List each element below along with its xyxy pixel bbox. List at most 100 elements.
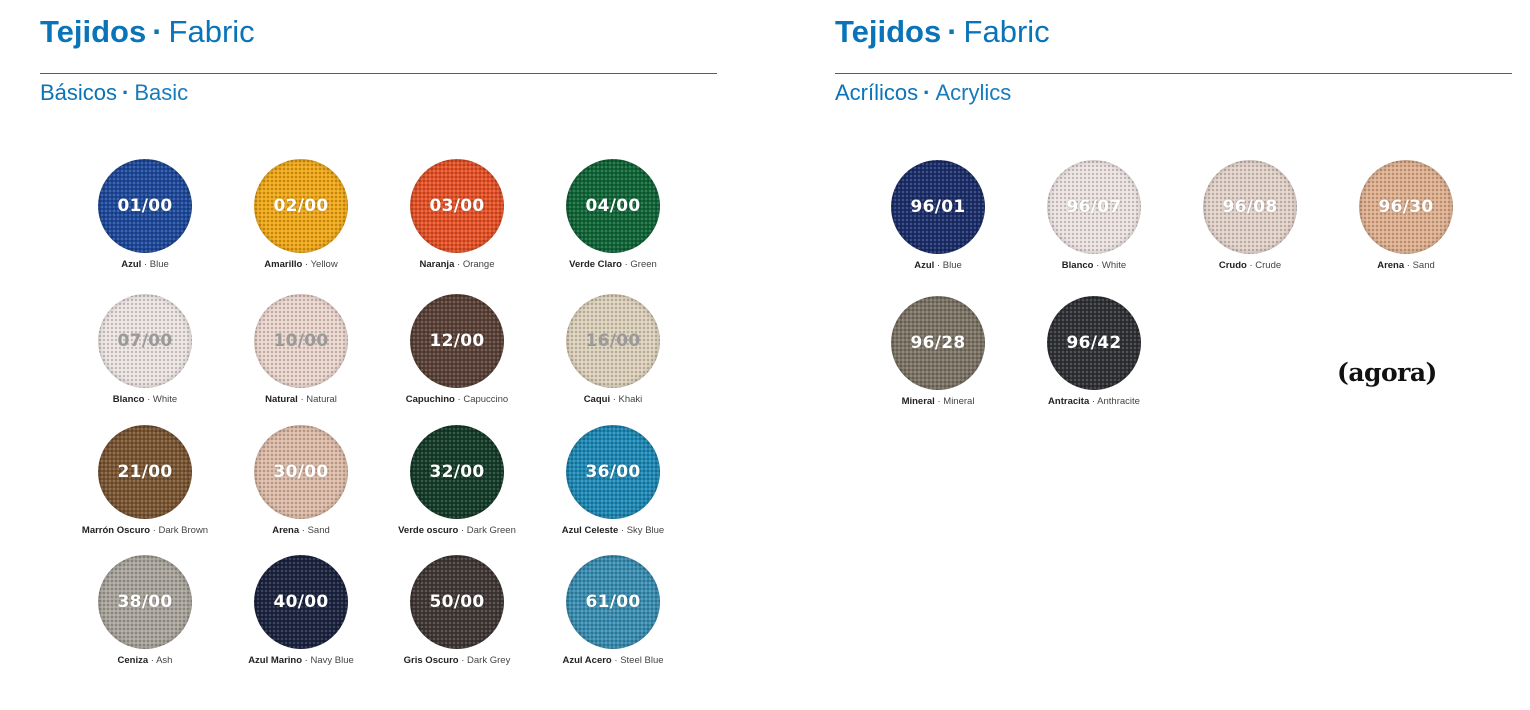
fabric-code: 96/08 [1222, 197, 1278, 217]
fabric-name-es: Azul [121, 259, 142, 270]
fabric-swatch: 38/00 Ceniza · Ash [65, 555, 225, 666]
fabric-swatch: 50/00 Gris Oscuro · Dark Grey [377, 555, 537, 666]
fabric-swatch: 07/00 Blanco · White [65, 294, 225, 405]
fabric-name-es: Azul Celeste [561, 525, 619, 536]
name-separator: · [302, 655, 311, 666]
fabric-swatch: 01/00 Azul · Blue [65, 159, 225, 270]
fabric-color-sample: 21/00 [98, 425, 192, 519]
fabric-swatch: 02/00 Amarillo · Yellow [221, 159, 381, 270]
fabric-name: Amarillo · Yellow [221, 259, 381, 270]
title-es: Tejidos [835, 14, 942, 49]
fabric-name-en: Blue [942, 260, 962, 271]
fabric-name-en: Yellow [310, 259, 338, 270]
fabric-color-sample: 07/00 [98, 294, 192, 388]
fabric-name-en: Dark Green [466, 525, 516, 536]
fabric-color-sample: 96/08 [1203, 160, 1297, 254]
name-separator: · [618, 525, 627, 536]
fabric-name-en: White [152, 394, 178, 405]
fabric-name-es: Marrón Oscuro [81, 525, 151, 536]
fabric-color-sample: 38/00 [98, 555, 192, 649]
fabric-name-en: Blue [149, 259, 169, 270]
name-separator: · [458, 655, 468, 666]
title-en: Fabric [168, 14, 255, 49]
fabric-name: Marrón Oscuro · Dark Brown [65, 525, 225, 536]
fabric-code: 61/00 [585, 592, 641, 612]
fabric-name-en: Orange [462, 259, 495, 270]
fabric-swatch: 96/30 Arena · Sand [1326, 160, 1486, 271]
fabric-swatch: 03/00 Naranja · Orange [377, 159, 537, 270]
subtitle-separator: · [923, 80, 931, 105]
fabric-name: Azul · Blue [858, 260, 1018, 271]
fabric-name-en: Khaki [618, 394, 643, 405]
fabric-name: Natural · Natural [221, 394, 381, 405]
fabric-name-en: Anthracite [1097, 396, 1140, 407]
fabric-name: Arena · Sand [221, 525, 381, 536]
fabric-color-sample: 30/00 [254, 425, 348, 519]
fabric-name: Mineral · Mineral [858, 396, 1018, 407]
fabric-code: 10/00 [273, 331, 329, 351]
name-separator: · [621, 259, 631, 270]
fabric-name-es: Crudo [1218, 260, 1247, 271]
fabric-name-en: Sand [307, 525, 330, 536]
fabric-name: Azul Marino · Navy Blue [221, 655, 381, 666]
fabric-swatch: 96/28 Mineral · Mineral [858, 296, 1018, 407]
fabric-name-en: Dark Grey [467, 655, 511, 666]
fabric-color-sample: 61/00 [566, 555, 660, 649]
name-separator: · [611, 655, 621, 666]
fabric-name-es: Caqui [583, 394, 611, 405]
fabric-code: 96/01 [910, 197, 966, 217]
fabric-code: 50/00 [429, 592, 485, 612]
subtitle-en: Acrylics [935, 80, 1012, 105]
fabric-color-sample: 96/07 [1047, 160, 1141, 254]
fabric-swatch: 30/00 Arena · Sand [221, 425, 381, 536]
fabric-color-sample: 96/01 [891, 160, 985, 254]
fabric-name: Arena · Sand [1326, 260, 1486, 271]
fabric-swatch: 96/07 Blanco · White [1014, 160, 1174, 271]
fabric-code: 96/07 [1066, 197, 1122, 217]
name-separator: · [934, 396, 944, 407]
fabric-name-es: Arena [272, 525, 300, 536]
fabric-name: Antracita · Anthracite [1014, 396, 1174, 407]
fabric-name-es: Azul Marino [248, 655, 303, 666]
fabric-name-en: Dark Brown [158, 525, 209, 536]
fabric-name: Azul · Blue [65, 259, 225, 270]
fabric-code: 96/42 [1066, 333, 1122, 353]
name-separator: · [150, 525, 159, 536]
fabric-name-en: Navy Blue [310, 655, 354, 666]
fabric-code: 01/00 [117, 196, 173, 216]
fabric-code: 03/00 [429, 196, 485, 216]
fabric-name-en: Steel Blue [620, 655, 664, 666]
fabric-swatch: 32/00 Verde oscuro · Dark Green [377, 425, 537, 536]
fabric-color-sample: 04/00 [566, 159, 660, 253]
fabric-name-en: Green [630, 259, 657, 270]
fabric-name-es: Amarillo [264, 259, 303, 270]
fabric-code: 40/00 [273, 592, 329, 612]
fabric-color-sample: 02/00 [254, 159, 348, 253]
fabric-color-sample: 32/00 [410, 425, 504, 519]
fabric-name: Blanco · White [1014, 260, 1174, 271]
fabric-code: 30/00 [273, 462, 329, 482]
fabric-code: 16/00 [585, 331, 641, 351]
fabric-color-sample: 96/42 [1047, 296, 1141, 390]
fabric-name: Caqui · Khaki [533, 394, 693, 405]
subtitle-es: Básicos [40, 80, 118, 105]
title-en: Fabric [963, 14, 1050, 49]
name-separator: · [458, 525, 467, 536]
fabric-swatch: 16/00 Caqui · Khaki [533, 294, 693, 405]
fabric-swatch: 61/00 Azul Acero · Steel Blue [533, 555, 693, 666]
fabric-name-en: Ash [156, 655, 173, 666]
agora-logo: (agora) [1337, 358, 1437, 387]
fabric-color-sample: 96/30 [1359, 160, 1453, 254]
fabric-code: 36/00 [585, 462, 641, 482]
fabric-name-es: Natural [265, 394, 298, 405]
name-separator: · [299, 525, 308, 536]
fabric-name: Azul Celeste · Sky Blue [533, 525, 693, 536]
fabric-swatch: 10/00 Natural · Natural [221, 294, 381, 405]
name-separator: · [610, 394, 619, 405]
page-title: Tejidos · Fabric [40, 14, 255, 50]
fabric-name-es: Gris Oscuro [403, 655, 459, 666]
fabric-name-es: Azul [914, 260, 935, 271]
name-separator: · [144, 394, 153, 405]
name-separator: · [454, 394, 464, 405]
fabric-name: Blanco · White [65, 394, 225, 405]
